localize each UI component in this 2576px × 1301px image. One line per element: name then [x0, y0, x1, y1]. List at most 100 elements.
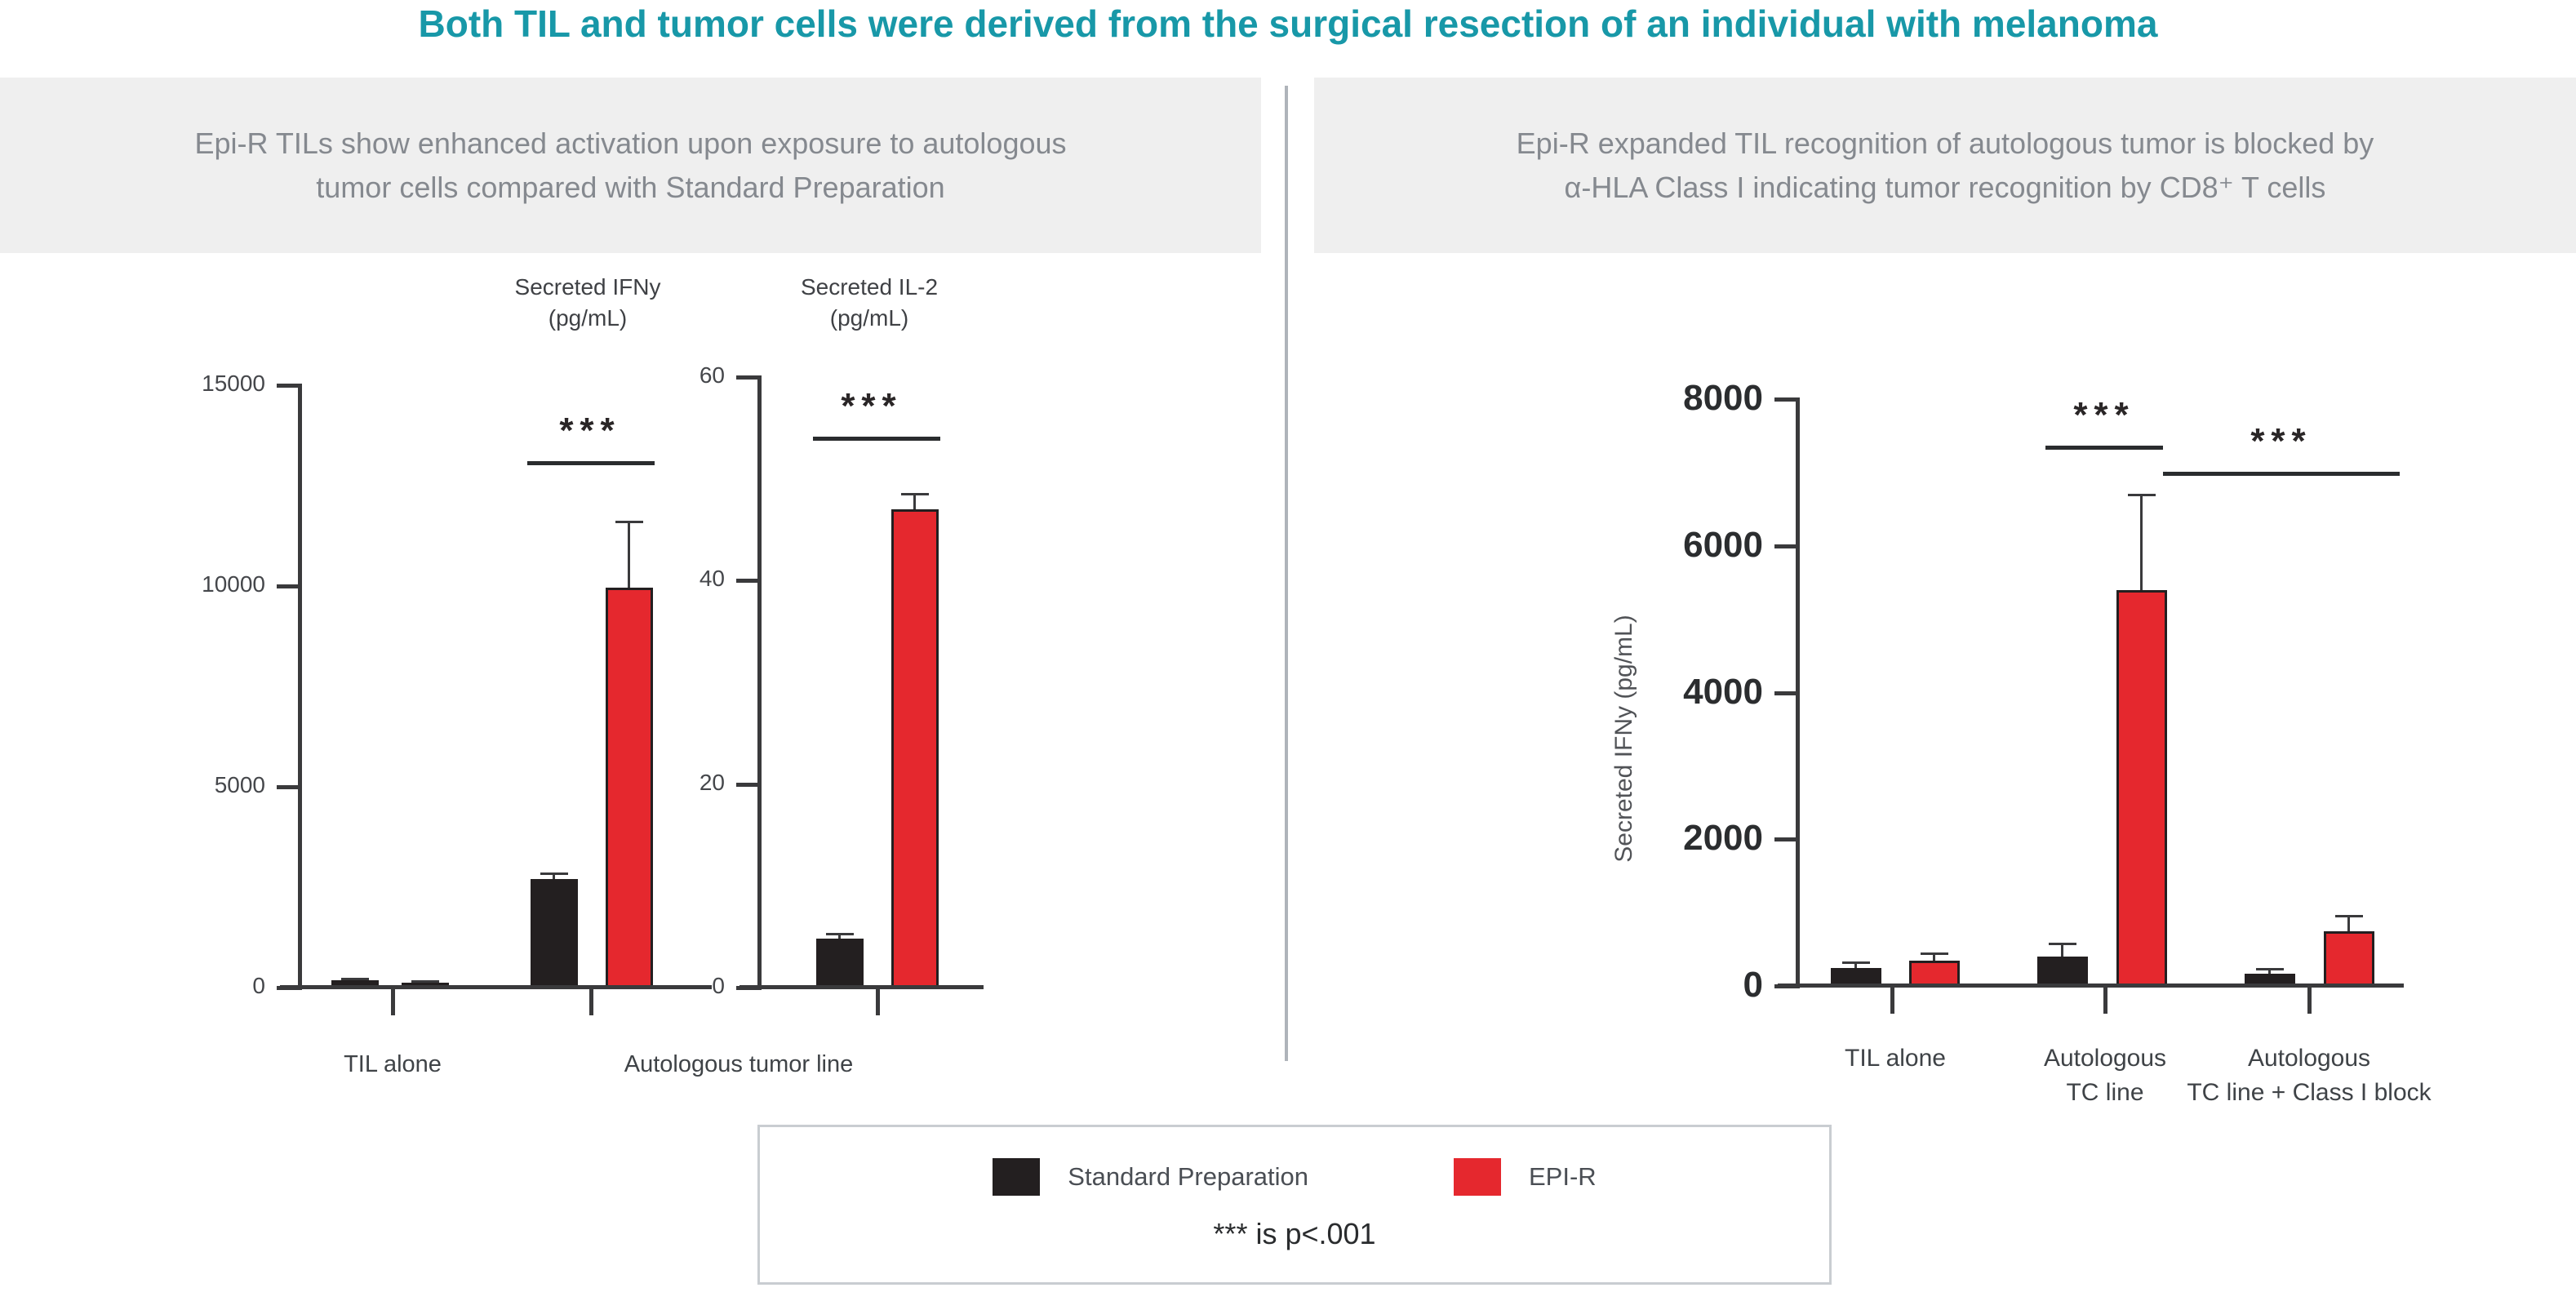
ifng_right-bar-standard-1: [2037, 957, 2088, 988]
ifng_right-y-tick-label: 8000: [1683, 378, 1763, 418]
il2_left-significance-stars-0: ***: [841, 386, 903, 426]
ifng_right-x-label-2-line2: TC line + Class I block: [2187, 1079, 2432, 1106]
il2_left-bar-standard-0: [816, 939, 864, 989]
ifng_right-x-tick-1: [2103, 988, 2107, 1014]
il2_left-y-tick-label: 60: [699, 362, 725, 388]
ifng_left-error-cap: [341, 977, 369, 980]
ifng_left-x-tick-0: [391, 989, 395, 1015]
ifng_right-bar-epir-1: [2116, 589, 2167, 988]
ifng_right-y-tick-label: 6000: [1683, 524, 1763, 565]
il2_left-y-tick-label: 40: [699, 566, 725, 592]
legend-box: Standard Preparation EPI-R *** is p<.001: [757, 1125, 1832, 1285]
il2_left-y-axis: [757, 375, 762, 989]
ifng_right-x-label-0-line1: TIL alone: [1845, 1045, 1946, 1072]
ifng_right-x-label-1-line1: Autologous: [2043, 1045, 2167, 1072]
ifng_left-bar-epir-1: [606, 588, 653, 989]
ifng_right-x-axis-overlay: [1778, 984, 2404, 988]
ifng_left-title-line1: Secreted IFNy: [514, 274, 661, 300]
ifng_right-error-cap: [1842, 961, 1870, 965]
x-label-til-alone: TIL alone: [344, 1051, 442, 1077]
ifng_right-significance-line-1: [2163, 472, 2400, 476]
ifng_left-y-tick-label: 5000: [214, 772, 265, 797]
right-panel-header-text: Epi-R expanded TIL recognition of autolo…: [1517, 122, 2374, 210]
il2_left-x-tick-0: [876, 989, 880, 1015]
ifng_right-significance-stars-1: ***: [2250, 421, 2312, 461]
ifng_right-x-label-1-line2: TC line: [2066, 1079, 2144, 1106]
il2_left-bar-epir-0: [891, 509, 939, 989]
ifng_right-x-label-2-line1: Autologous: [2247, 1045, 2371, 1072]
ifng_left-error-cap: [411, 980, 439, 984]
ifng_right-y-tick: [1774, 837, 1800, 842]
ifng_right-error-bar: [2061, 943, 2063, 957]
left-panel-header-text: Epi-R TILs show enhanced activation upon…: [194, 122, 1066, 210]
ifng_right-bar-epir-2: [2324, 930, 2374, 988]
il2_left-y-tick-label: 0: [712, 973, 725, 998]
ifng_left-error-bar: [553, 873, 555, 880]
left-header-line1: Epi-R TILs show enhanced activation upon…: [194, 126, 1067, 160]
ifng_left-y-tick: [277, 384, 302, 388]
ifng_right-y-tick-label: 0: [1743, 965, 1763, 1005]
il2_left-y-tick-label: 20: [699, 769, 725, 795]
panel-divider: [1285, 86, 1288, 1061]
ifng_left-y-tick-label: 10000: [202, 571, 265, 597]
ifng_left-y-axis: [298, 384, 302, 989]
ifng_left-bar-standard-1: [531, 879, 578, 989]
ifng_left-y-tick: [277, 584, 302, 588]
right-header-line2: α-HLA Class I indicating tumor recogniti…: [1564, 170, 2326, 204]
right-header-line1: Epi-R expanded TIL recognition of autolo…: [1516, 126, 2374, 160]
il2_left-error-cap: [826, 932, 854, 935]
il2_left-title-line2: (pg/mL): [829, 305, 909, 331]
legend-note-significance: *** is p<.001: [1213, 1217, 1376, 1250]
legend-label-standard-preparation: Standard Preparation: [1068, 1162, 1308, 1191]
il2_left-error-bar: [838, 933, 841, 939]
ifng_right-x-tick-2: [2307, 988, 2312, 1014]
il2_left-y-tick: [736, 579, 762, 584]
ifng_left-significance-line-0: [527, 461, 655, 465]
ifng_right-y-tick: [1774, 690, 1800, 695]
left-header-line2: tumor cells compared with Standard Prepa…: [316, 170, 945, 204]
ifng_right-x-tick-0: [1890, 988, 1894, 1014]
ifng_left-error-cap: [540, 872, 568, 875]
ifng_right-significance-stars-0: ***: [2073, 395, 2135, 435]
ifng_right-error-cap: [2128, 493, 2156, 496]
ifng_left-y-tick-label: 15000: [202, 371, 265, 396]
left-panel-header: Epi-R TILs show enhanced activation upon…: [0, 78, 1261, 253]
il2_left-title-line1: Secreted IL-2: [800, 274, 939, 300]
ifng_right-error-bar: [2140, 494, 2143, 590]
il2_left-error-cap: [901, 493, 929, 496]
legend-label-epi-r: EPI-R: [1529, 1162, 1597, 1191]
ifng_right-y-tick: [1774, 397, 1800, 402]
ifng_right-y-tick-label: 2000: [1683, 818, 1763, 859]
figure-title: Both TIL and tumor cells were derived fr…: [418, 2, 2158, 45]
ifng_right-error-cap: [2256, 968, 2284, 971]
ifng_right-significance-line-0: [2045, 446, 2163, 450]
il2_left-x-axis-overlay: [739, 985, 984, 989]
legend-swatch-standard-preparation: [993, 1158, 1041, 1196]
ifng_right-error-cap: [2335, 914, 2363, 917]
right-panel-header: Epi-R expanded TIL recognition of autolo…: [1314, 78, 2576, 253]
il2_left-y-tick: [736, 375, 762, 380]
ifng_left-error-bar: [628, 522, 630, 588]
ifng_right-error-bar: [2268, 969, 2271, 974]
ifng_left-y-tick: [277, 785, 302, 789]
ifng_right-error-bar: [1854, 962, 1857, 968]
ifng_right-y-tick: [1774, 544, 1800, 548]
ifng_right-y-axis-title: Secreted IFNy (pg/mL): [1610, 615, 1637, 863]
ifng_right-error-bar: [1933, 953, 1935, 961]
ifng_right-error-bar: [2347, 915, 2350, 931]
ifng_left-title-line2: (pg/mL): [548, 305, 628, 331]
legend-row: Standard Preparation EPI-R: [993, 1158, 1597, 1196]
ifng_right-y-tick-label: 4000: [1683, 671, 1763, 712]
ifng_left-significance-stars-0: ***: [559, 411, 621, 451]
ifng_right-error-cap: [1921, 952, 1948, 956]
x-label-autologous-tumor-line: Autologous tumor line: [624, 1051, 854, 1077]
il2_left-y-tick: [736, 782, 762, 787]
ifng_left-x-axis-overlay: [280, 985, 712, 989]
il2_left-significance-line-0: [813, 437, 940, 441]
legend-swatch-epi-r: [1454, 1158, 1501, 1196]
ifng_left-x-tick-1: [589, 989, 593, 1015]
ifng_left-error-cap: [615, 521, 643, 524]
il2_left-error-bar: [913, 494, 916, 510]
